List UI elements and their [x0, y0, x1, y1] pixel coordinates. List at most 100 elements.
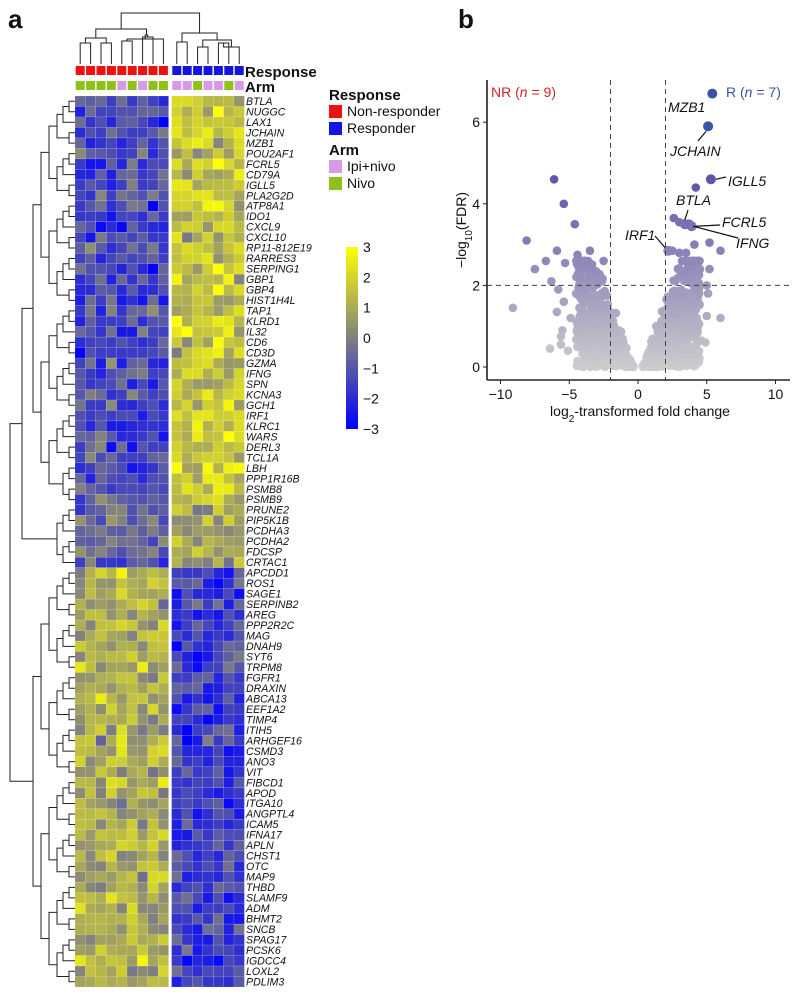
heatmap-cell [233, 515, 245, 527]
scatter-point [606, 349, 615, 358]
heatmap-cell [223, 892, 235, 904]
heatmap-cell [105, 389, 117, 401]
scatter-point [585, 353, 594, 362]
scatter-point [572, 256, 581, 266]
scatter-point [573, 256, 582, 266]
scatter-point [587, 281, 597, 291]
scatter-point [694, 270, 704, 280]
heatmap-cell [95, 200, 107, 212]
heatmap-cell [181, 95, 193, 107]
heatmap-cell [157, 923, 169, 935]
gene-label: THBD [246, 882, 275, 894]
dendrogram-link [68, 509, 75, 522]
heatmap-cell [147, 515, 159, 527]
scatter-point [626, 360, 636, 370]
heatmap-cell [116, 536, 128, 547]
scatter-point [672, 350, 681, 360]
heatmap-cell [116, 284, 128, 296]
scatter-point [584, 329, 593, 339]
scatter-point [618, 357, 627, 367]
scatter-point [690, 333, 700, 342]
scatter-point [655, 337, 665, 346]
scatter-point [574, 263, 584, 273]
heatmap-cell [105, 252, 117, 264]
scatter-point [705, 264, 714, 274]
scatter-point [581, 313, 590, 323]
scatter-point [582, 262, 592, 272]
scatter-point [669, 292, 678, 301]
heatmap-cell [157, 221, 169, 233]
heatmap-cell [157, 588, 169, 600]
heatmap-cell [233, 389, 245, 401]
scatter-point [691, 256, 700, 266]
heatmap-cell [116, 860, 128, 872]
scatter-point [674, 308, 683, 318]
heatmap-cell [95, 787, 107, 799]
scatter-point [624, 361, 634, 370]
heatmap-cell [74, 902, 86, 914]
scatter-point [678, 290, 687, 299]
scatter-point [661, 353, 670, 363]
heatmap-cell [157, 651, 169, 663]
dendrogram-link [40, 361, 49, 463]
heatmap-cell [74, 368, 86, 380]
heatmap-cell [202, 724, 214, 736]
heatmap-cell [171, 577, 183, 589]
gene-label: IFNA17 [246, 830, 283, 842]
scatter-point [669, 332, 678, 342]
heatmap-cell [233, 431, 245, 443]
scatter-point [613, 361, 622, 370]
heatmap-cell [116, 515, 128, 527]
heatmap-cell [85, 242, 97, 254]
heatmap-cell [74, 525, 86, 537]
gene-label: PSMB8 [246, 484, 282, 496]
legend-item-label: Nivo [347, 175, 375, 191]
dendrogram-link [68, 656, 75, 668]
heatmap-cell [192, 441, 204, 453]
scatter-point [574, 335, 583, 344]
heatmap-cell [192, 221, 204, 233]
scatter-point [592, 336, 601, 346]
heatmap-cell [181, 252, 193, 264]
scatter-point [694, 278, 704, 288]
scatter-point [628, 360, 637, 370]
heatmap-cell [105, 860, 117, 872]
scatter-point [695, 256, 704, 266]
heatmap-cell [171, 462, 183, 474]
scatter-point [602, 291, 612, 300]
heatmap-cell [126, 378, 138, 390]
heatmap-cell [157, 420, 169, 432]
scatter-point [627, 360, 636, 369]
heatmap-cell [192, 137, 204, 149]
scatter-point [660, 314, 669, 324]
scatter-point [648, 347, 657, 356]
heatmap-cell [212, 798, 224, 810]
heatmap-cell [116, 158, 128, 170]
heatmap-cell [192, 640, 204, 652]
scatter-point [575, 312, 584, 321]
scatter-point [690, 283, 699, 293]
heatmap-cell [223, 284, 235, 296]
response-annotation-cell [75, 66, 85, 75]
scatter-point [671, 276, 680, 286]
scatter-point [650, 357, 660, 367]
scatter-point [644, 347, 654, 356]
heatmap-cell [74, 462, 86, 474]
scatter-point [604, 336, 614, 346]
scatter-point [656, 331, 665, 341]
heatmap-cell [95, 525, 107, 537]
scatter-point [559, 199, 569, 209]
heatmap-cell [212, 368, 224, 380]
heatmap-cell [85, 431, 97, 443]
scatter-point [590, 339, 599, 349]
scatter-point [638, 362, 648, 371]
heatmap-cell [85, 420, 97, 432]
scatter-point [590, 360, 599, 370]
scatter-point [695, 264, 705, 274]
arm-annotation-cell [96, 81, 106, 90]
scatter-point [676, 319, 685, 329]
heatmap-cell [192, 389, 204, 401]
scatter-point [684, 331, 693, 340]
heatmap-cell [74, 871, 86, 883]
heatmap-cell [137, 158, 149, 170]
